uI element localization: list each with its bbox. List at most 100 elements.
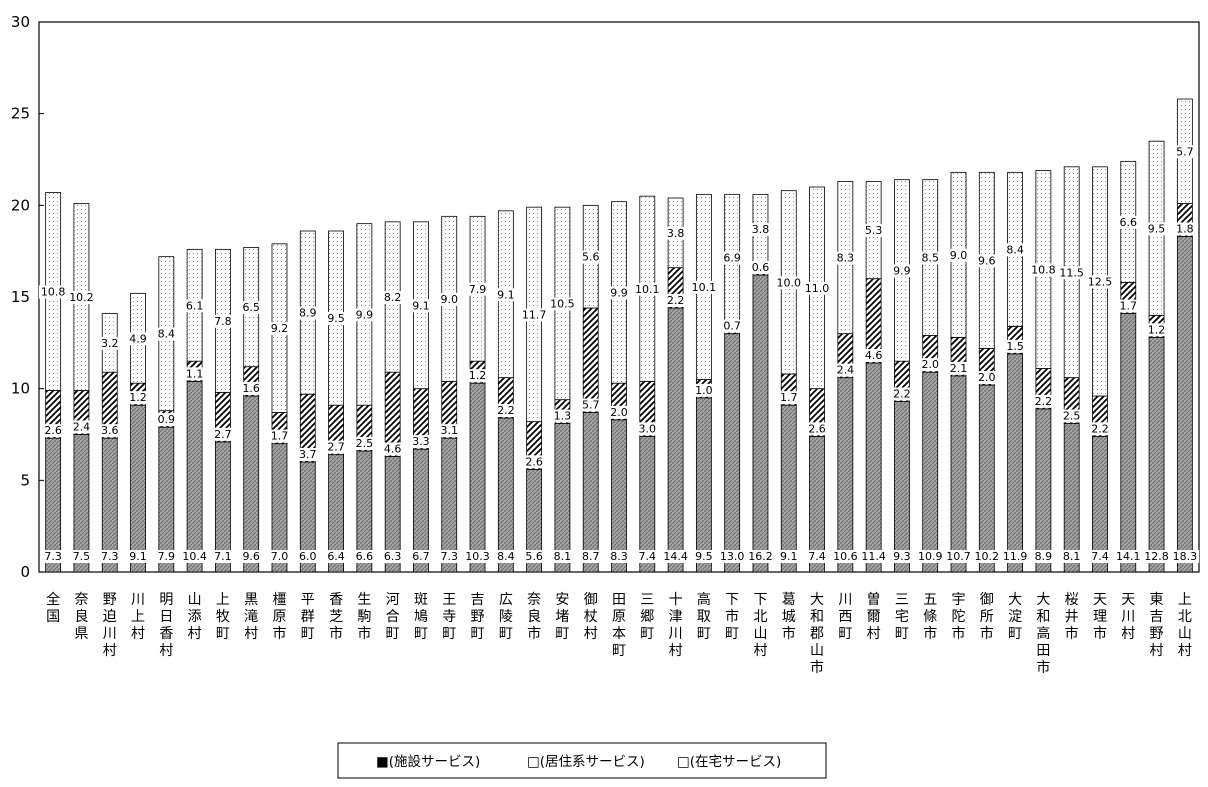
- value-label-bg: [438, 424, 461, 438]
- value-label: 9.0: [950, 249, 968, 262]
- value-label: 10.5: [550, 297, 575, 310]
- value-label: 13.0: [720, 550, 745, 563]
- value-label: 10.3: [465, 550, 490, 563]
- value-label: 1.7: [1120, 300, 1138, 313]
- value-label-bg: [212, 427, 234, 441]
- value-label-bg: [1057, 266, 1086, 280]
- value-label: 2.0: [978, 371, 996, 384]
- value-label: 2.7: [214, 428, 232, 441]
- value-label-bg: [466, 282, 489, 296]
- legend-box: [337, 742, 827, 779]
- value-label: 8.1: [554, 550, 572, 563]
- value-label-bg: [296, 550, 319, 563]
- y-tick-label: 20: [11, 196, 30, 214]
- value-label: 2.7: [327, 441, 345, 454]
- value-label-bg: [325, 550, 347, 563]
- value-label-bg: [353, 550, 376, 563]
- value-label-bg: [127, 332, 149, 346]
- value-label-bg: [1032, 550, 1055, 563]
- value-label-bg: [523, 455, 546, 469]
- category-label: 平群町: [301, 592, 315, 642]
- category-label: 御所市: [980, 592, 994, 642]
- value-label-bg: [1173, 222, 1196, 236]
- value-label-bg: [240, 301, 263, 315]
- value-label: 0.9: [158, 413, 176, 426]
- bar-segment-facility: [752, 274, 769, 573]
- category-label: 葛城市: [782, 592, 796, 642]
- value-label-bg: [381, 291, 404, 304]
- value-label: 4.6: [865, 349, 883, 362]
- value-label-bg: [944, 550, 973, 563]
- value-label-bg: [1000, 550, 1030, 563]
- value-label: 8.3: [610, 550, 628, 563]
- value-label: 0.7: [723, 320, 741, 333]
- value-label-bg: [212, 550, 234, 563]
- value-label: 10.7: [946, 550, 971, 563]
- category-label: 下北山村: [753, 592, 767, 659]
- category-label: 上牧町: [216, 592, 230, 642]
- value-label-bg: [579, 250, 602, 264]
- value-label-bg: [381, 442, 404, 456]
- value-label-bg: [636, 422, 659, 436]
- value-label: 2.2: [497, 404, 515, 417]
- value-label: 8.4: [1006, 243, 1024, 256]
- value-label-bg: [636, 550, 659, 563]
- value-label: 11.9: [1003, 550, 1028, 563]
- value-label-bg: [268, 550, 291, 563]
- value-label-bg: [410, 435, 432, 449]
- category-label: 宇陀市: [952, 592, 966, 642]
- value-label: 5.7: [1176, 145, 1194, 158]
- value-label-bg: [947, 361, 970, 375]
- value-label: 6.9: [723, 252, 741, 265]
- value-label-bg: [891, 264, 913, 278]
- value-label-bg: [155, 413, 178, 427]
- value-label-bg: [661, 550, 690, 563]
- value-label: 7.5: [73, 550, 91, 563]
- category-label: 大淀町: [1008, 592, 1022, 642]
- value-label: 1.8: [1176, 223, 1194, 236]
- category-label: 上北山村: [1178, 592, 1192, 659]
- value-label: 2.6: [808, 422, 826, 435]
- value-label: 1.3: [554, 410, 572, 423]
- value-label-bg: [519, 308, 549, 322]
- value-label: 2.4: [73, 421, 91, 434]
- value-label: 9.2: [271, 322, 289, 335]
- category-label: 明日香村: [159, 592, 173, 659]
- y-tick-label: 25: [11, 105, 30, 123]
- value-label: 6.1: [186, 299, 204, 312]
- value-label: 2.4: [837, 364, 855, 377]
- category-label: 全国: [46, 591, 60, 625]
- value-label: 16.2: [748, 550, 773, 563]
- value-label: 11.5: [1059, 266, 1084, 279]
- value-label-bg: [1004, 243, 1026, 257]
- value-label-bg: [98, 424, 121, 438]
- value-label: 1.0: [695, 384, 713, 397]
- value-label: 2.2: [1035, 395, 1053, 408]
- value-label-bg: [689, 280, 719, 294]
- value-label: 9.6: [978, 254, 996, 267]
- value-label: 11.7: [522, 308, 547, 321]
- value-label-bg: [859, 550, 888, 563]
- bar-segment-facility: [1035, 408, 1052, 573]
- value-label-bg: [633, 282, 662, 296]
- bar-segment-facility: [724, 333, 741, 573]
- value-label: 2.2: [893, 388, 911, 401]
- value-label-bg: [831, 550, 860, 563]
- value-label-bg: [551, 550, 574, 563]
- value-label-bg: [862, 224, 885, 238]
- value-label-bg: [494, 288, 517, 302]
- value-label: 6.6: [1120, 216, 1138, 229]
- value-label: 2.5: [356, 437, 374, 450]
- value-label: 9.1: [412, 299, 430, 312]
- value-label: 7.1: [214, 550, 232, 563]
- value-label: 10.9: [918, 550, 943, 563]
- value-label: 6.4: [327, 550, 345, 563]
- value-label: 3.3: [412, 435, 430, 448]
- value-label-bg: [494, 404, 517, 417]
- value-label-bg: [802, 281, 832, 295]
- value-label-bg: [579, 398, 602, 412]
- value-label-bg: [463, 550, 492, 563]
- bar-segment-facility: [780, 404, 797, 573]
- bar-segment-facility: [1176, 236, 1193, 573]
- value-label: 5.3: [865, 224, 883, 237]
